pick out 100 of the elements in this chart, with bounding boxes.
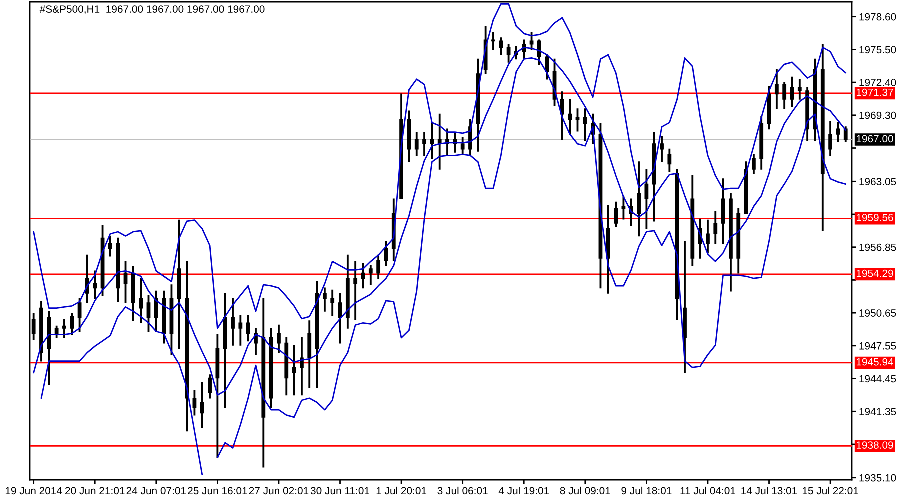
candlestick	[560, 92, 564, 140]
ref-line-label: 1954.29	[856, 270, 894, 278]
x-tick-label: 27 Jun 02:01	[249, 487, 309, 495]
candlestick	[820, 44, 825, 232]
candlestick	[583, 108, 588, 142]
candlestick	[308, 320, 312, 388]
candlestick	[54, 326, 59, 338]
candlestick	[690, 175, 695, 266]
candlestick	[62, 320, 66, 338]
candlestick	[660, 136, 664, 162]
candlestick	[216, 334, 220, 458]
candlestick	[154, 290, 158, 332]
candlestick	[844, 126, 848, 142]
candlestick	[238, 315, 243, 346]
candlestick	[346, 254, 350, 329]
candlestick	[200, 382, 204, 428]
candlestick	[108, 236, 112, 257]
x-tick-label: 4 Jul 19:01	[498, 486, 550, 495]
candlestick	[93, 270, 98, 300]
candlestick	[644, 169, 649, 230]
y-tick-label: 1935.10	[860, 474, 896, 482]
candlestick	[729, 193, 733, 292]
candlestick	[422, 132, 426, 156]
y-tick-label: 1956.85	[860, 244, 896, 252]
candlestick	[223, 293, 228, 408]
x-tick-label: 15 Jul 22:01	[802, 486, 858, 495]
candlestick	[70, 313, 74, 336]
candlestick	[300, 338, 304, 396]
ref-line-label: 1945.94	[856, 358, 894, 366]
candlestick	[376, 254, 381, 280]
candlestick	[284, 338, 289, 396]
candlestick	[177, 220, 182, 349]
x-tick-label: 30 Jun 11:01	[310, 487, 370, 495]
ref-line-label: 1959.56	[856, 214, 894, 222]
candlestick	[131, 266, 136, 322]
candlestick	[262, 298, 266, 468]
candlestick	[116, 238, 120, 302]
candlestick	[675, 169, 680, 320]
candlestick	[499, 38, 504, 56]
candlestick	[782, 82, 787, 110]
y-tick-label: 1941.35	[860, 408, 896, 416]
y-tick-label: 1950.65	[860, 310, 896, 317]
x-tick-label: 19 Jun 2014	[6, 487, 62, 495]
candlestick	[652, 132, 656, 222]
candlestick	[162, 290, 166, 344]
x-tick-label: 8 Jul 09:01	[560, 486, 610, 495]
candlestick	[231, 298, 235, 346]
candlestick	[614, 202, 618, 228]
line-series	[33, 46, 847, 396]
candlestick	[774, 69, 779, 110]
candlestick	[714, 211, 718, 244]
y-tick-label: 1978.60	[860, 13, 896, 21]
candlestick	[86, 254, 90, 304]
candlestick	[492, 32, 496, 50]
ref-line-label: 1971.37	[856, 88, 894, 96]
x-tick-label: 1 Jul 20:01	[376, 486, 427, 495]
candlestick	[354, 261, 358, 320]
candlestick	[139, 278, 144, 324]
candlestick	[368, 265, 373, 286]
candlestick	[246, 315, 250, 342]
y-tick-label: 1972.40	[860, 79, 896, 86]
candlestick	[828, 121, 832, 156]
candlestick	[185, 261, 189, 432]
candlestick	[721, 178, 726, 244]
candlestick	[277, 324, 281, 354]
x-tick-label: 24 Jun 07:01	[126, 487, 186, 495]
candlestick	[568, 99, 572, 135]
candlestick	[330, 290, 335, 316]
candlestick	[706, 220, 710, 254]
line-series	[33, 3, 847, 330]
candlestick	[683, 241, 687, 374]
x-tick-label: 9 Jul 18:01	[622, 486, 672, 495]
candlestick	[668, 148, 672, 172]
x-tick-label: 11 Jul 04:01	[680, 486, 736, 495]
candlestick	[506, 44, 511, 63]
ref-line-label: 1938.09	[856, 442, 894, 449]
candlestick	[736, 208, 741, 274]
x-tick-label: 3 Jul 06:01	[438, 486, 488, 495]
x-tick-label: 14 Jul 13:01	[742, 486, 798, 495]
candlestick	[438, 114, 442, 170]
y-tick-label: 1969.30	[860, 112, 896, 120]
candlestick	[637, 162, 641, 237]
candlestick	[760, 116, 764, 170]
candlestick	[414, 132, 419, 156]
candlestick	[606, 205, 610, 294]
chart-title: #S&P500,H1 1967.00 1967.00 1967.00 1967.00	[40, 6, 265, 14]
candlestick	[322, 288, 327, 312]
y-tick-label: 1947.55	[860, 342, 896, 350]
candlestick	[430, 123, 434, 160]
candlestick	[460, 137, 465, 156]
y-tick-label: 1963.05	[860, 178, 896, 186]
y-tick-label: 1944.45	[860, 375, 896, 383]
candlestick	[269, 328, 274, 408]
x-tick-label: 20 Jun 21:01	[66, 487, 125, 495]
candlestick	[40, 302, 44, 362]
candlestick	[798, 78, 802, 100]
x-tick-label: 25 Jun 16:01	[188, 487, 248, 495]
candlestick	[752, 154, 756, 174]
y-tick-label: 1975.50	[860, 46, 896, 54]
ref-line-label: 1967.00	[856, 135, 894, 143]
